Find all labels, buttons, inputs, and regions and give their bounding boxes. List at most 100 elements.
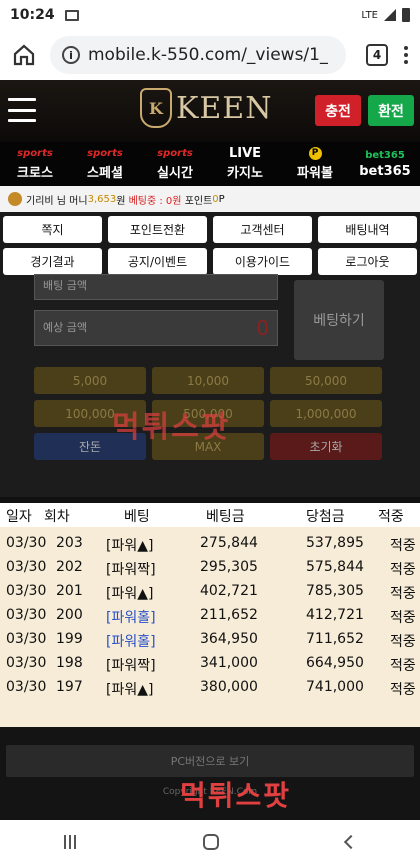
home-button[interactable] bbox=[10, 41, 38, 69]
expected-amount-label: 예상 금액 bbox=[43, 321, 87, 334]
menu-customer-center[interactable]: 고객센터 bbox=[213, 216, 312, 243]
cell-date: 03/30 bbox=[6, 679, 47, 695]
nav-item-bet365[interactable]: bet365 bet365 bbox=[350, 142, 420, 186]
cell-amount: 295,305 bbox=[200, 559, 258, 575]
footer: PC버전으로 보기 Copyright KEEN.Com bbox=[0, 727, 420, 820]
powerball-icon: P bbox=[308, 147, 322, 160]
bet-amount-field[interactable]: 배팅 금액 bbox=[34, 274, 278, 300]
table-row: 03/30 202 [파워짝] 295,305 575,844 적중 bbox=[0, 557, 420, 580]
image-notification-icon bbox=[64, 9, 79, 21]
cell-date: 03/30 bbox=[6, 583, 47, 599]
col-bet: 베팅 bbox=[124, 509, 150, 525]
menu-messages[interactable]: 쪽지 bbox=[3, 216, 102, 243]
bet365-logo: bet365 bbox=[365, 150, 405, 161]
table-row: 03/30 201 [파워▲] 402,721 785,305 적중 bbox=[0, 581, 420, 604]
level-icon bbox=[8, 192, 22, 206]
url-text: mobile.k-550.com/_views/1_ bbox=[88, 45, 329, 65]
cell-result: 적중 bbox=[390, 682, 416, 698]
browser-toolbar: i mobile.k-550.com/_views/1_ 4 bbox=[0, 30, 420, 80]
info-icon[interactable]: i bbox=[62, 46, 80, 64]
cell-result: 적중 bbox=[390, 586, 416, 602]
nav-item-casino[interactable]: LIVE 카지노 bbox=[210, 142, 280, 186]
cell-date: 03/30 bbox=[6, 535, 47, 551]
exchange-button[interactable]: 환전 bbox=[368, 95, 414, 126]
pc-version-button[interactable]: PC버전으로 보기 bbox=[6, 745, 414, 777]
nav-label: 스페셜 bbox=[87, 166, 123, 181]
chip-button[interactable]: 50,000 bbox=[270, 367, 382, 394]
battery-icon bbox=[402, 8, 410, 22]
charge-button[interactable]: 충전 bbox=[315, 95, 361, 126]
home-nav-icon[interactable] bbox=[202, 833, 219, 850]
site-logo[interactable]: K KEEN bbox=[140, 88, 272, 128]
game-nav: sports 크로스 sports 스페셜 sports 실시간 LIVE 카지… bbox=[0, 142, 420, 186]
cell-amount: 380,000 bbox=[200, 679, 258, 695]
cell-amount: 275,844 bbox=[200, 535, 258, 551]
money-unit: 원 bbox=[116, 195, 126, 207]
cell-round: 198 bbox=[56, 655, 83, 671]
sports-logo: sports bbox=[87, 148, 123, 159]
table-row: 03/30 198 [파워짝] 341,000 664,950 적중 bbox=[0, 653, 420, 676]
logo-text: KEEN bbox=[176, 90, 273, 126]
money-label: 머니 bbox=[69, 195, 88, 207]
money-value: 3,653 bbox=[87, 193, 117, 205]
menu-bet-history[interactable]: 배팅내역 bbox=[318, 216, 417, 243]
chip-button[interactable]: 100,000 bbox=[34, 400, 146, 427]
cell-result: 적중 bbox=[390, 562, 416, 578]
change-button[interactable]: 잔돈 bbox=[34, 433, 146, 460]
recent-apps-icon[interactable] bbox=[63, 834, 76, 849]
cell-round: 202 bbox=[56, 559, 83, 575]
tab-switcher-button[interactable]: 4 bbox=[366, 44, 388, 66]
cell-bet: [파워▲] bbox=[106, 538, 154, 554]
cell-bet: [파워홀] bbox=[106, 634, 156, 650]
menu-logout[interactable]: 로그아웃 bbox=[318, 248, 417, 275]
cell-bet: [파워짝] bbox=[106, 562, 156, 578]
nav-item-special[interactable]: sports 스페셜 bbox=[70, 142, 140, 186]
nav-item-live[interactable]: sports 실시간 bbox=[140, 142, 210, 186]
watermark: 먹튀스팟 bbox=[112, 410, 231, 445]
menu-game-results[interactable]: 경기결과 bbox=[3, 248, 102, 275]
copyright: Copyright KEEN.Com bbox=[162, 787, 258, 797]
cell-win: 412,721 bbox=[306, 607, 364, 623]
chip-button[interactable]: 5,000 bbox=[34, 367, 146, 394]
betting-panel: 배팅 금액 예상 금액 0 베팅하기 5,000 10,000 50,000 1… bbox=[0, 274, 420, 497]
cell-round: 197 bbox=[56, 679, 83, 695]
home-icon bbox=[13, 44, 35, 66]
chip-button[interactable]: 1,000,000 bbox=[270, 400, 382, 427]
cell-date: 03/30 bbox=[6, 631, 47, 647]
nav-item-cross[interactable]: sports 크로스 bbox=[0, 142, 70, 186]
hamburger-menu-icon[interactable] bbox=[8, 98, 36, 122]
back-icon[interactable] bbox=[344, 834, 359, 849]
cell-amount: 364,950 bbox=[200, 631, 258, 647]
cell-win: 785,305 bbox=[306, 583, 364, 599]
watermark-bottom: 먹튀스팟 bbox=[180, 779, 292, 812]
max-button[interactable]: MAX bbox=[152, 433, 264, 460]
place-bet-button[interactable]: 베팅하기 bbox=[294, 280, 384, 360]
logo-crest-icon: K bbox=[140, 88, 172, 128]
cell-date: 03/30 bbox=[6, 607, 47, 623]
menu-point-exchange[interactable]: 포인트전환 bbox=[108, 216, 207, 243]
browser-menu-icon[interactable] bbox=[402, 46, 410, 64]
cell-result: 적중 bbox=[390, 538, 416, 554]
history-table-header: 일자 회차 베팅 베팅금 당첨금 적중 bbox=[0, 503, 420, 527]
network-label: LTE bbox=[361, 9, 378, 21]
cell-win: 741,000 bbox=[306, 679, 364, 695]
nav-label: bet365 bbox=[359, 164, 411, 179]
cell-result: 적중 bbox=[390, 610, 416, 626]
nav-item-powerball[interactable]: P 파워볼 bbox=[280, 142, 350, 186]
betting-status: 베팅중 : 0원 bbox=[128, 195, 182, 207]
reset-button[interactable]: 초기화 bbox=[270, 433, 382, 460]
col-result: 적중 bbox=[378, 509, 404, 525]
menu-notice-event[interactable]: 공지/이벤트 bbox=[108, 248, 207, 275]
col-amount: 베팅금 bbox=[206, 509, 245, 525]
sports-logo: sports bbox=[157, 148, 193, 159]
table-row: 03/30 203 [파워▲] 275,844 537,895 적중 bbox=[0, 533, 420, 556]
bet-amount-label: 배팅 금액 bbox=[43, 279, 87, 292]
cell-result: 적중 bbox=[390, 634, 416, 650]
chip-button[interactable]: 500,000 bbox=[152, 400, 264, 427]
address-bar[interactable]: i mobile.k-550.com/_views/1_ bbox=[50, 36, 346, 74]
android-nav-bar bbox=[0, 820, 420, 863]
chip-button[interactable]: 10,000 bbox=[152, 367, 264, 394]
menu-user-guide[interactable]: 이용가이드 bbox=[213, 248, 312, 275]
live-logo: LIVE bbox=[228, 146, 262, 161]
cell-amount: 341,000 bbox=[200, 655, 258, 671]
